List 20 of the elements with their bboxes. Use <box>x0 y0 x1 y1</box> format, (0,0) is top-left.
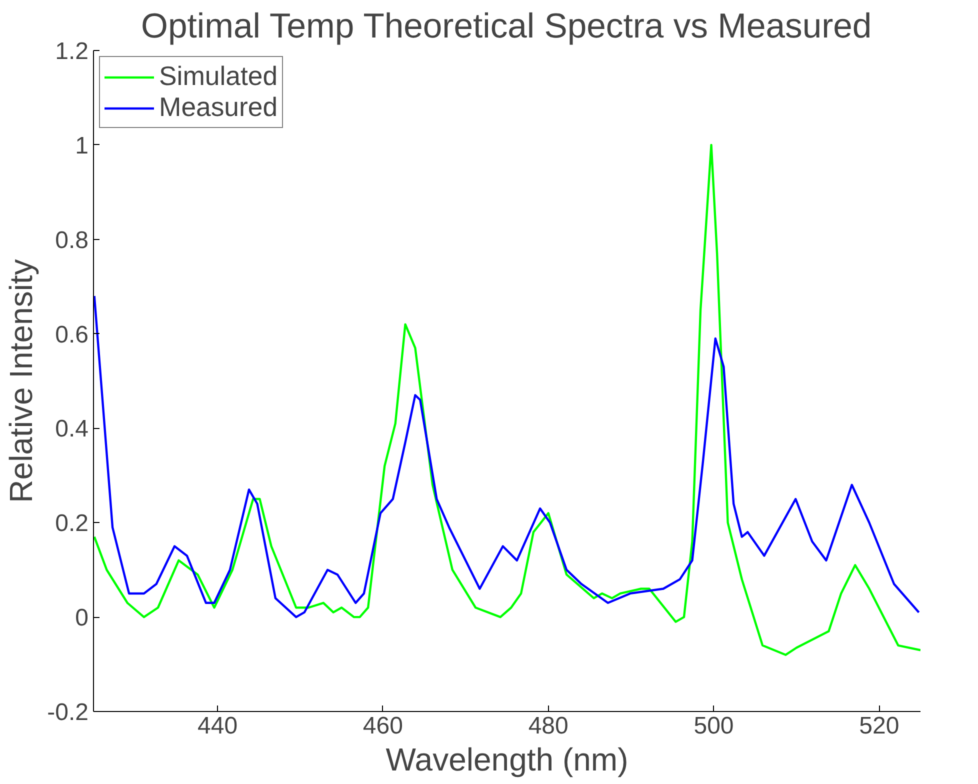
line-series <box>94 144 920 656</box>
legend-label: Measured <box>159 92 278 123</box>
y-tick-label: 1.2 <box>55 38 89 65</box>
x-tick-label: 440 <box>198 712 238 740</box>
y-axis-title: Relative Intensity <box>3 259 40 503</box>
chart-title: Optimal Temp Theoretical Spectra vs Measured <box>141 8 872 46</box>
x-tick-label: 460 <box>362 712 403 740</box>
legend-label: Simulated <box>159 61 278 92</box>
x-tick-label: 500 <box>694 712 734 740</box>
y-tick-label: 0.6 <box>55 321 89 348</box>
y-tick-label: 0 <box>75 604 89 632</box>
y-tick-label: 1 <box>75 132 89 160</box>
x-tick-label: 520 <box>859 712 900 740</box>
x-tick-label: 480 <box>528 712 568 740</box>
x-axis-title: Wavelength (nm) <box>386 742 628 778</box>
line-series <box>94 294 920 618</box>
y-tick-label: 0.4 <box>55 416 89 443</box>
y-tick-label: 0.8 <box>55 226 89 254</box>
y-tick-label: -0.2 <box>47 699 89 726</box>
y-tick-label: 0.2 <box>55 510 89 538</box>
